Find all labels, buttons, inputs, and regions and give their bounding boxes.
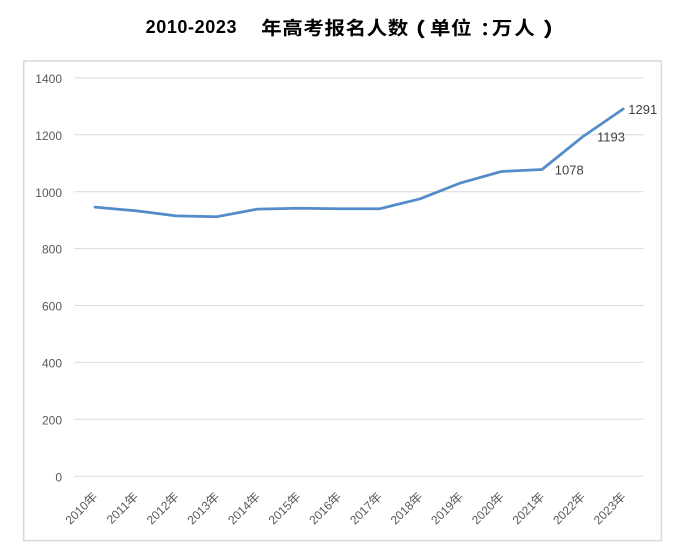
svg-text:1193: 1193 — [597, 129, 625, 144]
svg-text:0: 0 — [55, 470, 62, 484]
svg-text:600: 600 — [42, 300, 62, 314]
svg-text:1000: 1000 — [35, 186, 62, 200]
svg-text:400: 400 — [42, 357, 62, 371]
svg-text:1200: 1200 — [35, 129, 62, 143]
svg-text:1078: 1078 — [555, 163, 584, 178]
svg-text:1400: 1400 — [35, 72, 62, 86]
svg-text:2010-2023: 2010-2023 — [146, 17, 237, 37]
svg-text:200: 200 — [42, 413, 62, 427]
svg-text:1291: 1291 — [628, 102, 657, 117]
svg-text:800: 800 — [42, 243, 62, 257]
